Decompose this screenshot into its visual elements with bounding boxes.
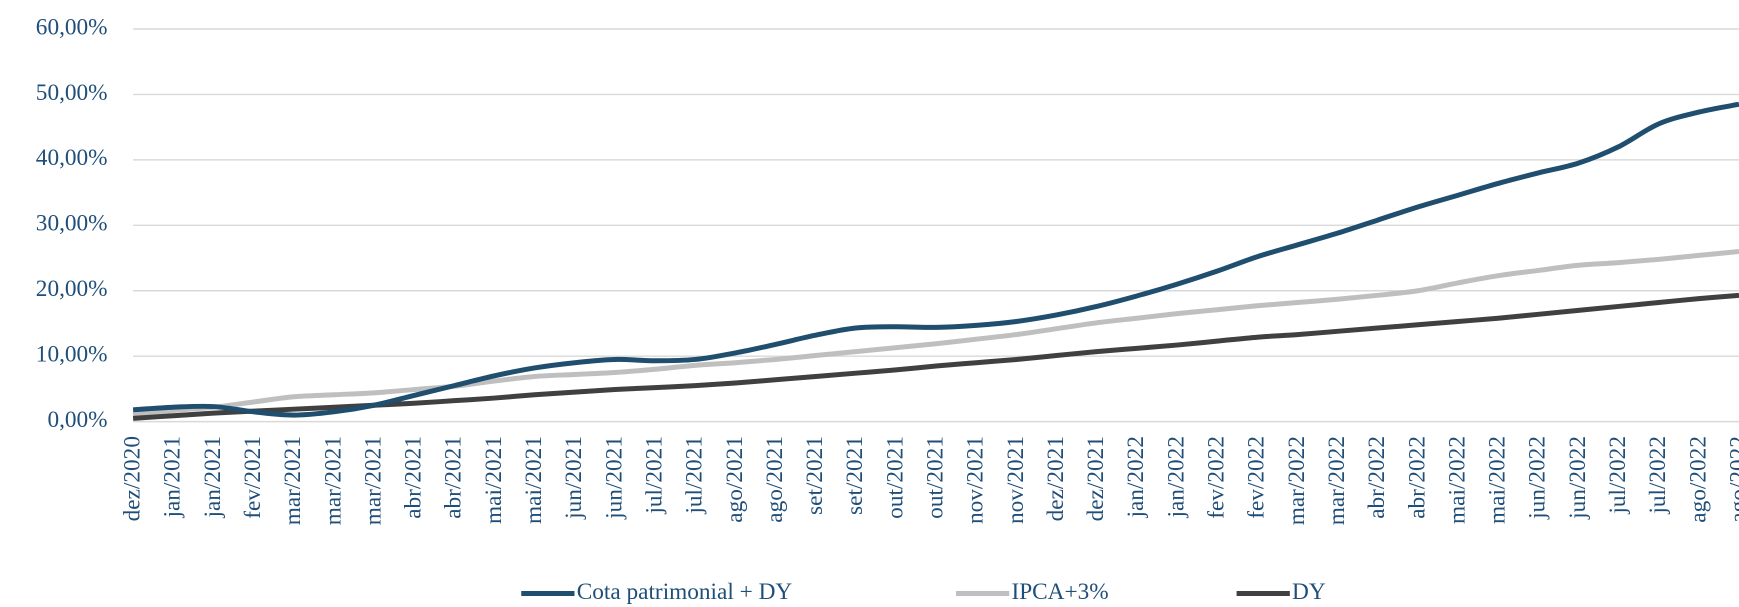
y-tick-label: 40,00% xyxy=(36,145,108,171)
x-tick-label: jan/2022 xyxy=(1163,436,1189,518)
x-tick-label: fev/2022 xyxy=(1244,436,1270,519)
y-tick-label: 30,00% xyxy=(36,211,108,237)
x-tick-label: set/2021 xyxy=(842,436,868,515)
x-tick-label: jun/2021 xyxy=(561,436,587,520)
x-tick-label: mar/2021 xyxy=(360,436,386,525)
x-tick-label: set/2021 xyxy=(802,436,828,515)
y-tick-label: 20,00% xyxy=(36,276,108,302)
x-tick-label: fev/2022 xyxy=(1204,436,1230,519)
x-tick-label: jul/2022 xyxy=(1645,436,1671,515)
legend-label: DY xyxy=(1292,579,1326,605)
x-tick-label: fev/2021 xyxy=(240,436,266,519)
x-tick-label: mar/2022 xyxy=(1324,436,1350,525)
x-tick-label: mar/2021 xyxy=(320,436,346,525)
x-tick-label: ago/2022 xyxy=(1685,436,1711,523)
legend-label: Cota patrimonial + DY xyxy=(577,579,793,605)
x-tick-label: jun/2021 xyxy=(601,436,627,520)
x-tick-label: jan/2022 xyxy=(1123,436,1149,518)
x-tick-label: jan/2021 xyxy=(160,436,186,518)
x-tick-label: nov/2021 xyxy=(963,436,989,524)
x-tick-label: jul/2022 xyxy=(1605,436,1631,515)
x-tick-label: abr/2021 xyxy=(441,436,467,519)
x-tick-label: ago/2021 xyxy=(762,436,788,523)
x-tick-label: dez/2021 xyxy=(1083,436,1109,521)
x-tick-label: jun/2022 xyxy=(1525,436,1551,520)
x-tick-label: mai/2022 xyxy=(1485,436,1511,524)
x-tick-label: ago/2022 xyxy=(1725,436,1739,523)
series-line xyxy=(132,249,1739,418)
x-tick-label: dez/2021 xyxy=(1043,436,1069,521)
x-tick-label: out/2021 xyxy=(882,436,908,519)
series-line xyxy=(132,101,1739,418)
y-tick-label: 0,00% xyxy=(47,407,107,433)
x-tick-label: abr/2022 xyxy=(1404,436,1430,519)
x-tick-label: mai/2021 xyxy=(481,436,507,524)
y-tick-label: 10,00% xyxy=(36,342,108,368)
x-tick-label: mai/2021 xyxy=(521,436,547,524)
x-tick-label: ago/2021 xyxy=(722,436,748,523)
x-tick-label: jan/2021 xyxy=(200,436,226,518)
y-tick-label: 60,00% xyxy=(36,14,108,40)
series-line xyxy=(132,292,1739,421)
x-tick-label: jun/2022 xyxy=(1565,436,1591,520)
x-tick-label: mai/2022 xyxy=(1444,436,1470,524)
x-tick-label: out/2021 xyxy=(922,436,948,519)
x-tick-label: nov/2021 xyxy=(1003,436,1029,524)
y-tick-label: 50,00% xyxy=(36,80,108,106)
x-tick-label: jul/2021 xyxy=(682,436,708,515)
x-tick-label: mar/2021 xyxy=(280,436,306,525)
x-tick-label: mar/2022 xyxy=(1284,436,1310,525)
x-tick-label: abr/2022 xyxy=(1364,436,1390,519)
x-tick-label: jul/2021 xyxy=(641,436,667,515)
x-tick-label: dez/2020 xyxy=(120,436,146,521)
x-tick-label: abr/2021 xyxy=(401,436,427,519)
legend-label: IPCA+3% xyxy=(1011,579,1108,605)
